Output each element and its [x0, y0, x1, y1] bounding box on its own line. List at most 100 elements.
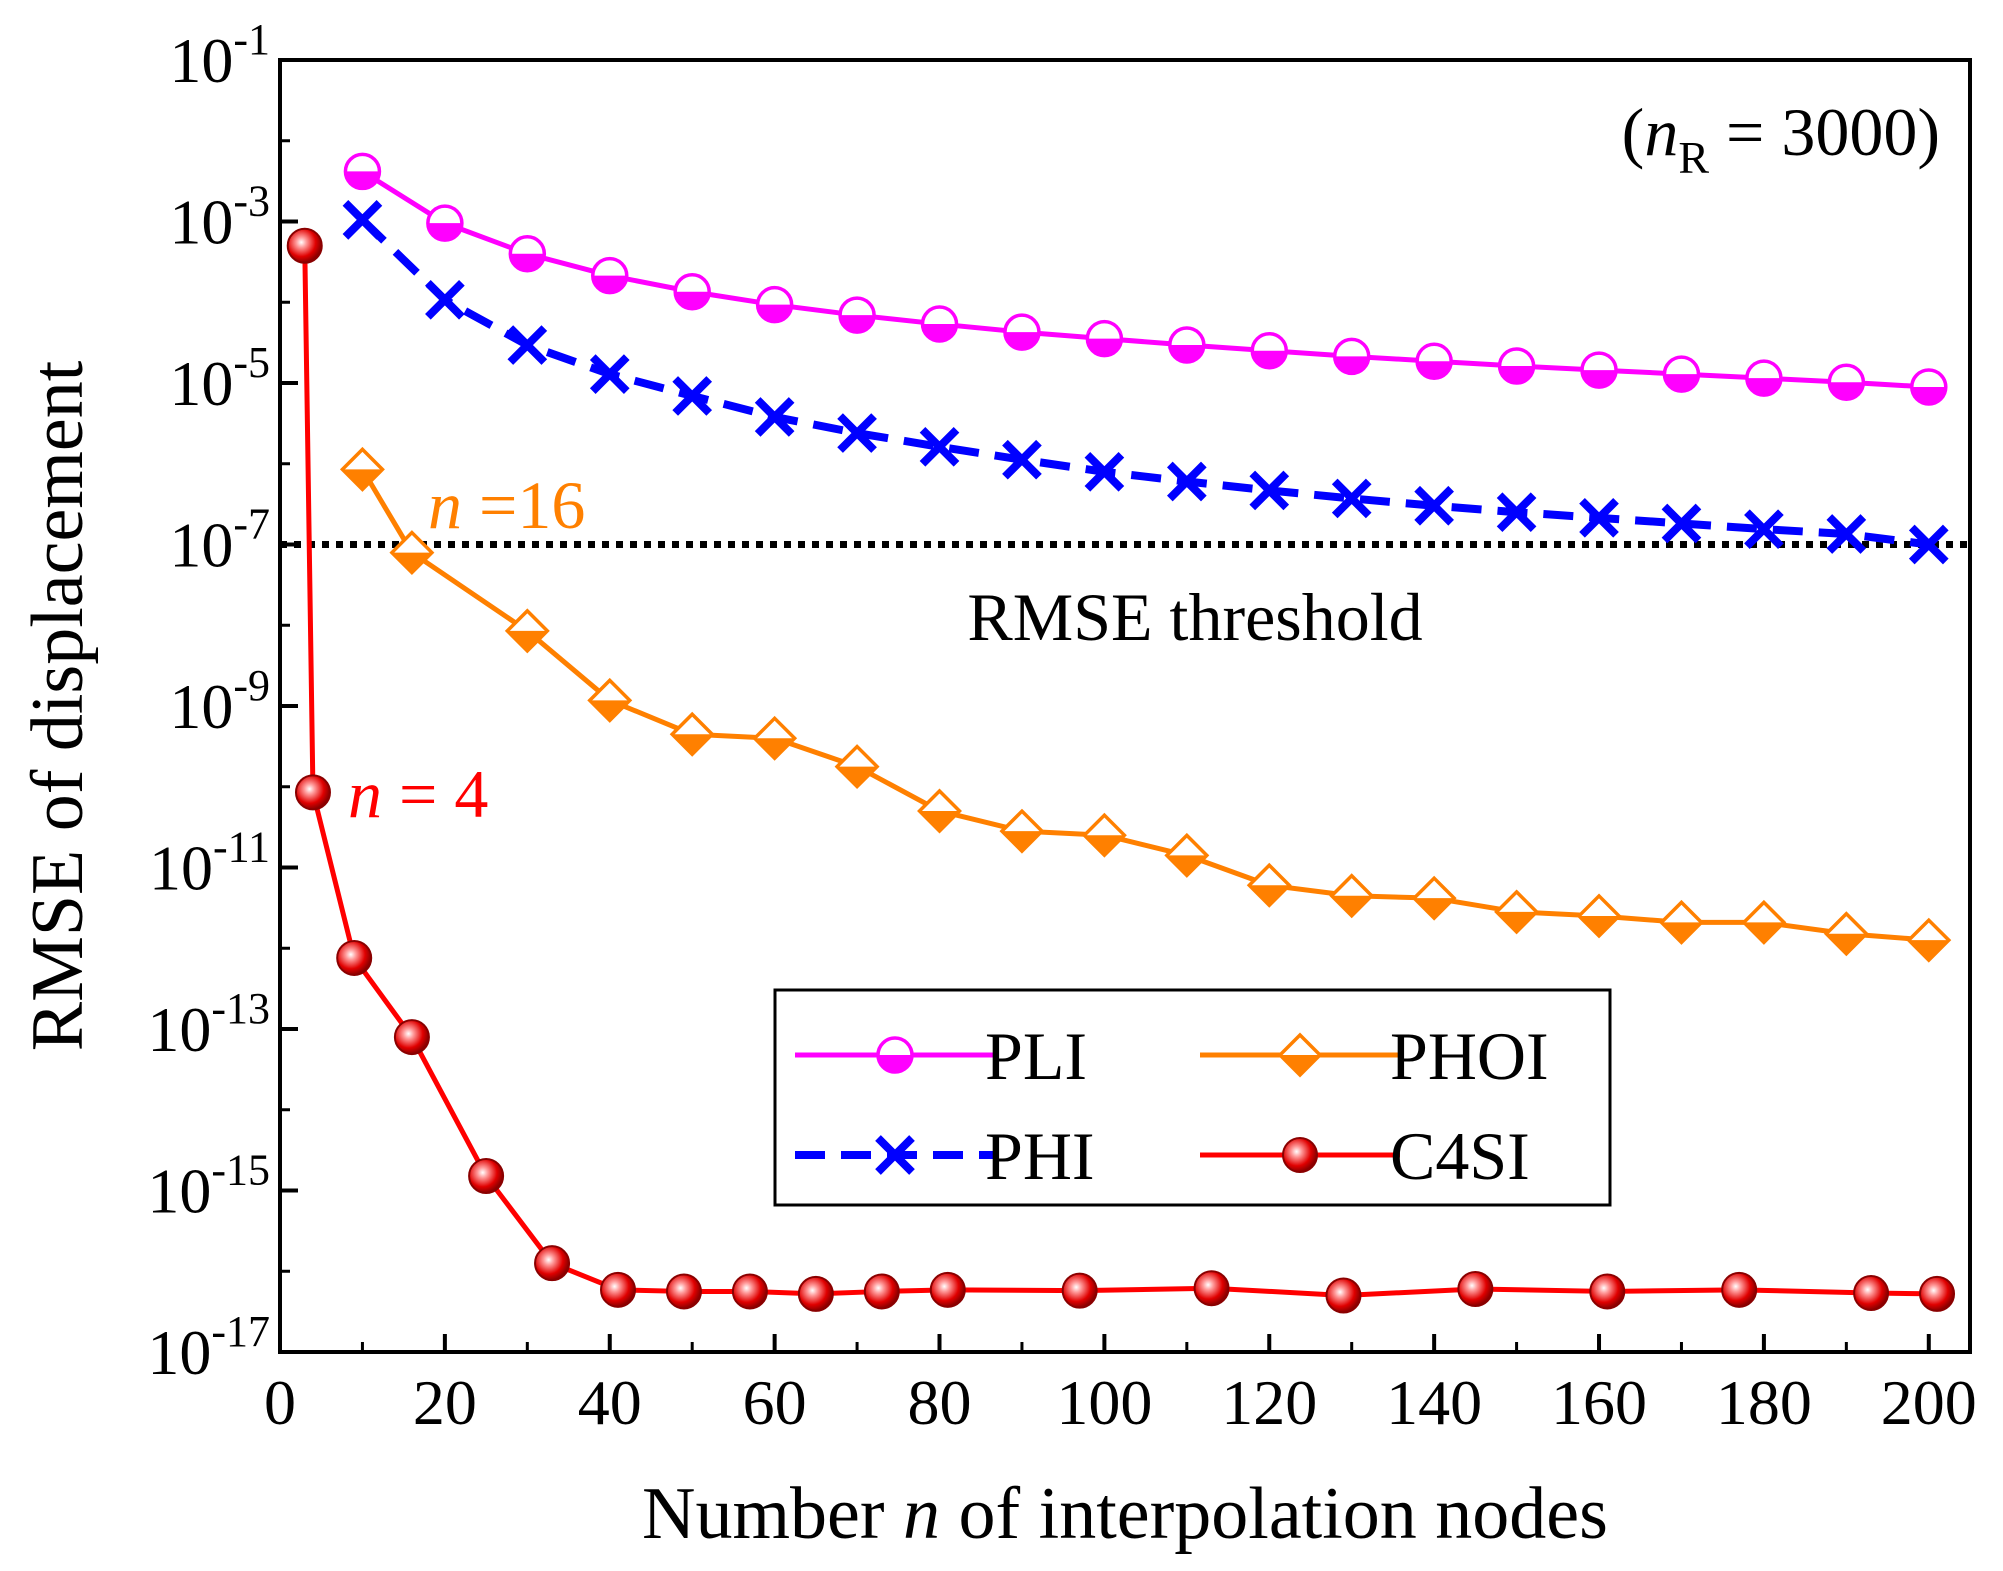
data-point-phi [1167, 461, 1207, 502]
data-point-phi [837, 413, 877, 453]
series-line-phi [359, 217, 1930, 549]
marker-fill [1743, 922, 1784, 943]
data-point-phi [507, 325, 548, 365]
data-point-pli [920, 305, 959, 343]
data-point-pli [1580, 351, 1618, 389]
data-point-c4si [1325, 1277, 1362, 1314]
legend-marker-c4si [1282, 1137, 1318, 1173]
marker-fill [1280, 1055, 1320, 1075]
data-point-phoi [752, 715, 798, 761]
data-point-pli [591, 256, 629, 295]
data-point-phi [589, 354, 630, 394]
data-point-phi [1826, 514, 1867, 554]
marker-fill [1334, 356, 1369, 374]
marker-fill [510, 253, 545, 271]
data-point-c4si [731, 1273, 768, 1310]
marker-fill [1414, 898, 1455, 919]
legend-item-c4si: C4SI [1200, 1118, 1530, 1194]
legend-item-phi: PHI [795, 1118, 1095, 1194]
data-point-c4si [1061, 1272, 1098, 1309]
marker-fill [592, 275, 627, 293]
legend-label-phi: PHI [985, 1118, 1095, 1194]
marker-fill [1579, 915, 1620, 936]
marker-fill [1499, 366, 1534, 384]
y-tick-label: 10-7 [169, 500, 270, 581]
data-point-phoi [834, 744, 880, 790]
x-tick-label: 140 [1386, 1367, 1482, 1438]
data-point-pli [1415, 342, 1453, 380]
data-point-phoi [1164, 832, 1210, 878]
x-tick-label: 200 [1881, 1367, 1977, 1438]
legend: PLI PHOI PHI C4SI [773, 988, 1612, 1207]
data-point-pli [1003, 313, 1041, 351]
data-point-pli [1662, 355, 1701, 393]
x-axis-label: Number n of interpolation nodes [642, 1473, 1608, 1555]
data-point-c4si [534, 1245, 571, 1282]
marker-fill [1908, 940, 1949, 961]
marker-fill [1084, 835, 1125, 856]
data-point-phoi [1906, 917, 1952, 963]
marker-fill [1249, 885, 1290, 906]
marker-fill [1661, 922, 1702, 943]
data-point-phoi [1576, 893, 1622, 939]
data-point-c4si [863, 1273, 900, 1310]
marker-fill [391, 552, 432, 573]
marker-fill [1001, 831, 1042, 852]
data-point-c4si [294, 774, 331, 811]
marker-fill [1417, 361, 1452, 379]
data-point-pli [1497, 347, 1536, 385]
legend-label-pli: PLI [985, 1018, 1087, 1094]
data-point-pli [508, 235, 547, 273]
marker-fill [1004, 332, 1039, 350]
marker-fill [1664, 374, 1699, 392]
data-point-phoi [669, 711, 715, 757]
data-point-phi [1002, 439, 1042, 480]
data-point-c4si [1457, 1271, 1494, 1308]
data-point-pli [673, 273, 711, 311]
legend-item-pli: PLI [795, 1018, 1087, 1094]
y-tick-label: 10-13 [147, 984, 270, 1065]
data-point-phi [1331, 478, 1372, 519]
marker-fill [1169, 345, 1204, 363]
marker-fill [1166, 855, 1207, 876]
data-point-pli [1168, 326, 1206, 364]
data-point-pli [1827, 363, 1866, 401]
marker-fill [837, 766, 878, 787]
marker-fill [1087, 338, 1122, 356]
data-point-c4si [797, 1275, 834, 1312]
marker-fill [1331, 895, 1372, 916]
x-tick-label: 20 [413, 1367, 477, 1438]
data-point-c4si [336, 939, 373, 976]
data-point-c4si [468, 1157, 505, 1194]
data-point-phoi [1823, 911, 1869, 957]
x-tick-label: 180 [1716, 1367, 1812, 1438]
data-point-phoi [389, 530, 435, 576]
marker-fill [1911, 387, 1946, 405]
data-point-phoi [587, 677, 633, 723]
data-point-c4si [286, 227, 323, 264]
annotation-n16: n =16 [428, 467, 585, 543]
marker-fill [754, 738, 795, 759]
y-tick-label: 10-3 [169, 177, 270, 258]
marker-fill [1826, 933, 1867, 954]
data-point-phoi [999, 808, 1045, 854]
legend-marker-phoi [1277, 1032, 1323, 1078]
data-point-phi [425, 279, 465, 320]
x-tick-label: 160 [1551, 1367, 1647, 1438]
x-tick-label: 0 [264, 1367, 296, 1438]
data-point-pli [1910, 368, 1948, 406]
y-tick-label: 10-1 [169, 15, 270, 96]
data-point-phi [1084, 451, 1125, 492]
data-point-phi [919, 426, 960, 467]
series-line-c4si [302, 245, 1938, 1298]
data-point-c4si [1193, 1270, 1230, 1307]
data-point-pli [1745, 359, 1783, 397]
data-point-phi [1661, 503, 1702, 544]
data-point-phi [1908, 524, 1949, 565]
legend-marker-phi [875, 1135, 915, 1175]
x-tick-label: 40 [578, 1367, 642, 1438]
marker-fill [757, 304, 792, 322]
marker-fill [878, 1055, 912, 1072]
series-layer [286, 152, 1956, 1314]
